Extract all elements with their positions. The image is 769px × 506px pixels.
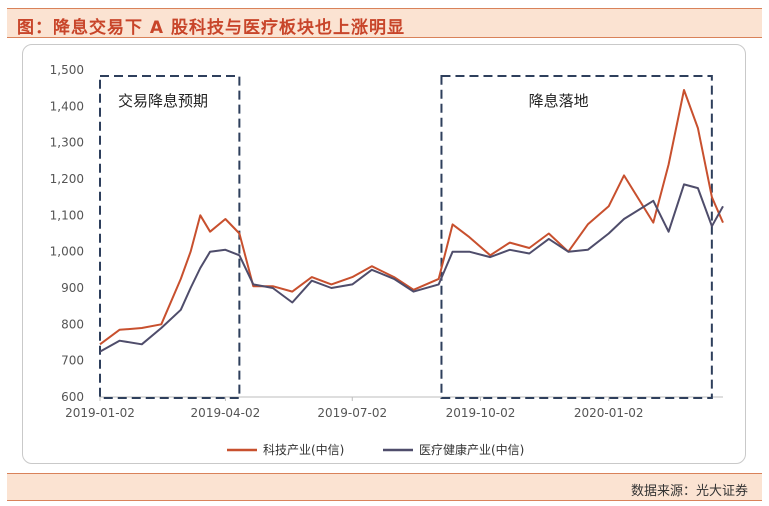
y-tick-label: 900	[61, 281, 84, 295]
line-chart: 600 700 800 900 1,000 1,100 1,200 1,300 1,400 1,5…	[50, 63, 724, 457]
y-tick-label: 1,500	[50, 63, 84, 77]
x-tick-label: 2019-07-02	[317, 406, 387, 420]
legend-label-health: 医疗健康产业(中信)	[419, 442, 524, 457]
annotation-box-2	[440, 75, 713, 399]
x-tick-label: 2020-01-02	[574, 406, 644, 420]
title-bar: 图：降息交易下 A 股科技与医疗板块也上涨明显	[7, 8, 762, 38]
y-tick-label: 600	[61, 390, 84, 404]
data-source: 数据来源：光大证券	[630, 484, 748, 499]
series-line-tech	[99, 89, 724, 346]
page-title: 图：降息交易下 A 股科技与医疗板块也上涨明显	[17, 18, 405, 38]
x-tick-label: 2019-01-02	[65, 406, 135, 420]
series-line-health	[99, 183, 724, 353]
y-tick-label: 700	[61, 354, 84, 368]
annotation-label-rate-cut-landed: 降息落地	[529, 92, 589, 110]
y-tick-label: 1,100	[50, 208, 84, 222]
x-tick-label: 2019-10-02	[446, 406, 516, 420]
footer-bar: 数据来源：光大证券	[7, 473, 762, 501]
y-tick-label: 800	[61, 317, 84, 331]
chart-frame: 600 700 800 900 1,000 1,100 1,200 1,300 1,400 1,5…	[22, 44, 746, 464]
x-tick-label: 2019-04-02	[191, 406, 261, 420]
annotation-label-rate-cut-expectation: 交易降息预期	[118, 92, 208, 110]
y-tick-label: 1,000	[50, 245, 84, 259]
annotation-box-1	[99, 75, 241, 399]
y-tick-label: 1,300	[50, 136, 84, 150]
legend-label-tech: 科技产业(中信)	[263, 442, 344, 457]
y-tick-label: 1,200	[50, 172, 84, 186]
y-tick-label: 1,400	[50, 99, 84, 113]
